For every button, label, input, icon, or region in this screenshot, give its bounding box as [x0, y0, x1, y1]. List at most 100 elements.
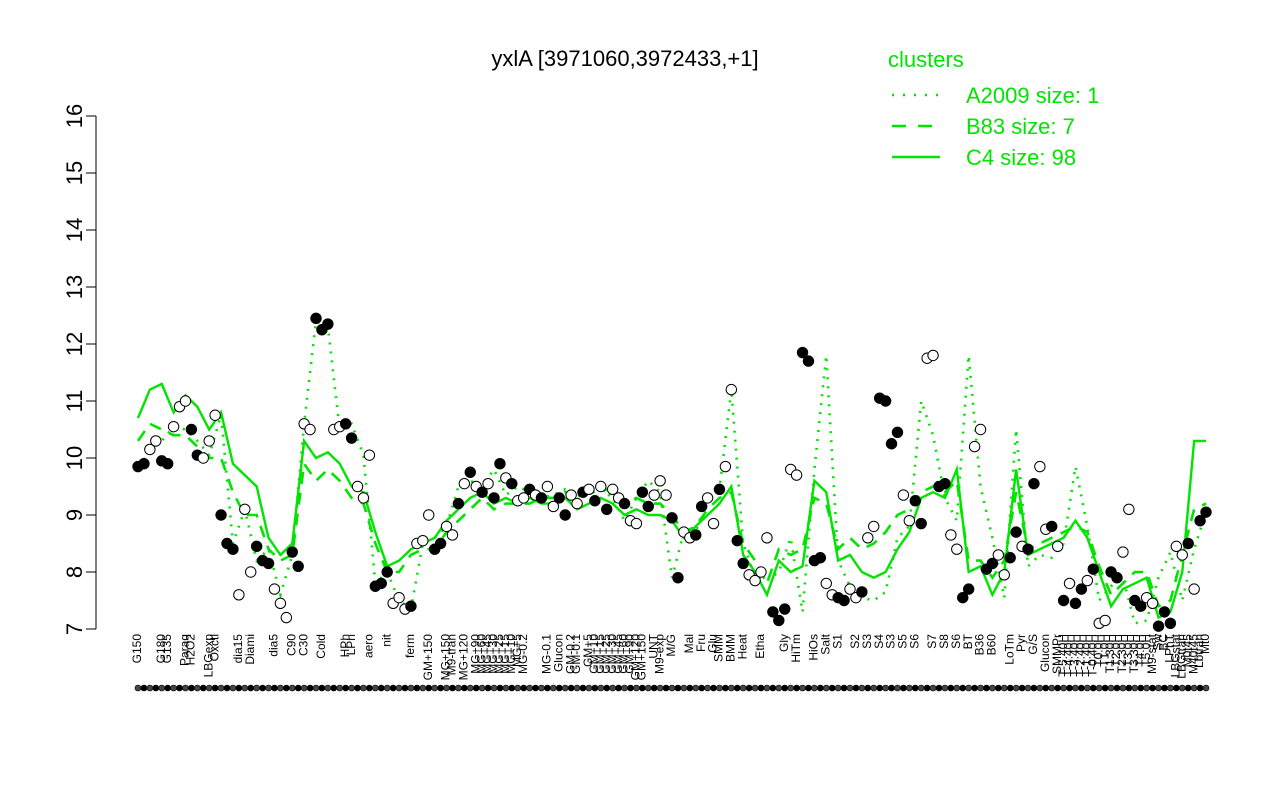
x-tick-label: Diami	[243, 634, 257, 665]
condition-marker	[229, 684, 237, 692]
x-tick-label: S8	[937, 634, 951, 649]
condition-marker	[484, 684, 492, 692]
x-tick-label: T3.30H	[1127, 634, 1141, 673]
condition-marker	[923, 684, 931, 692]
condition-marker	[336, 684, 344, 692]
x-tick-label: M40t45	[1186, 634, 1200, 674]
data-point	[1164, 617, 1177, 629]
x-tick-label: SMM	[712, 634, 726, 662]
condition-marker	[1155, 684, 1162, 692]
data-point	[601, 503, 613, 515]
data-point	[381, 566, 393, 578]
condition-marker	[995, 684, 1002, 692]
condition-marker	[1101, 684, 1109, 692]
x-tick-label: H2O2	[184, 634, 198, 666]
x-tick-label: BT	[961, 633, 975, 649]
x-tick-label: MG+30	[486, 634, 500, 674]
condition-marker	[1072, 684, 1079, 692]
data-point	[482, 477, 494, 490]
x-tick-label: Salt	[818, 633, 832, 654]
data-point	[802, 355, 815, 367]
condition-marker	[811, 684, 818, 692]
condition-marker	[366, 684, 373, 692]
x-tick-label: MG+45	[480, 634, 494, 674]
x-tick-label: S2	[848, 634, 862, 649]
data-point	[939, 477, 951, 490]
condition-marker	[555, 684, 563, 692]
data-point	[731, 534, 743, 547]
condition-marker	[1060, 684, 1067, 692]
x-tick-label: MG+25	[492, 634, 506, 674]
data-point	[1188, 583, 1200, 595]
condition-marker	[407, 684, 415, 692]
condition-marker	[1167, 684, 1174, 692]
condition-marker	[532, 684, 539, 692]
x-tick-label: T1.0H	[1097, 634, 1111, 667]
condition-marker	[1024, 684, 1032, 692]
data-point	[962, 583, 975, 595]
data-point	[464, 466, 476, 478]
x-tick-label: Heat	[735, 633, 749, 659]
condition-marker	[775, 684, 783, 692]
data-point	[1010, 526, 1022, 538]
y-tick-label: 8	[62, 566, 87, 578]
condition-marker	[259, 684, 266, 692]
data-point	[927, 349, 939, 362]
x-tick-label: T2.30H	[1115, 634, 1129, 673]
x-tick-label: dia5	[267, 634, 281, 657]
condition-marker	[840, 684, 848, 692]
data-point	[547, 500, 560, 513]
condition-marker	[330, 684, 338, 692]
x-tick-label: GM+25	[599, 634, 613, 674]
x-tick-label: T2.0H	[1109, 634, 1123, 667]
x-tick-label: MG+10	[504, 634, 518, 674]
data-point	[405, 600, 417, 612]
condition-marker	[846, 684, 854, 692]
x-tick-label: S6	[907, 634, 921, 649]
condition-marker	[763, 684, 771, 692]
data-point	[292, 560, 304, 572]
data-point	[618, 497, 631, 510]
condition-marker	[211, 684, 219, 692]
condition-marker	[573, 684, 581, 692]
condition-marker	[953, 684, 961, 692]
data-point	[779, 603, 791, 615]
condition-marker	[787, 684, 794, 692]
x-tick-label: T-2.40H	[1074, 634, 1088, 677]
x-tick-label: GM-0.1	[569, 634, 583, 674]
condition-marker	[306, 684, 314, 692]
condition-marker	[431, 684, 438, 692]
x-tick-label: M9-stat	[1145, 633, 1159, 674]
x-tick-label: B36	[973, 634, 987, 656]
data-point	[1158, 606, 1171, 618]
x-tick-label: S7	[925, 634, 939, 649]
data-point	[695, 500, 708, 513]
condition-marker	[146, 684, 154, 692]
condition-marker	[668, 684, 676, 692]
condition-marker	[781, 684, 789, 692]
data-point	[209, 409, 221, 421]
condition-marker	[283, 684, 290, 692]
condition-marker	[935, 684, 943, 692]
data-point	[423, 509, 435, 521]
condition-marker	[870, 684, 878, 692]
data-point	[1075, 583, 1088, 595]
condition-marker	[437, 684, 444, 692]
condition-marker	[194, 684, 201, 692]
data-point	[304, 423, 316, 436]
condition-marker	[585, 684, 593, 692]
condition-marker	[1149, 684, 1156, 692]
condition-marker	[1036, 684, 1044, 692]
x-tick-label: S6	[949, 634, 963, 649]
data-point	[339, 418, 352, 430]
data-point	[245, 566, 257, 578]
condition-marker	[656, 684, 664, 692]
condition-marker	[425, 684, 433, 692]
data-point	[434, 537, 447, 550]
condition-marker	[686, 684, 694, 692]
data-point	[974, 423, 987, 436]
data-point	[280, 611, 293, 624]
data-point	[844, 583, 856, 595]
condition-marker	[288, 684, 296, 692]
data-point	[672, 572, 684, 584]
